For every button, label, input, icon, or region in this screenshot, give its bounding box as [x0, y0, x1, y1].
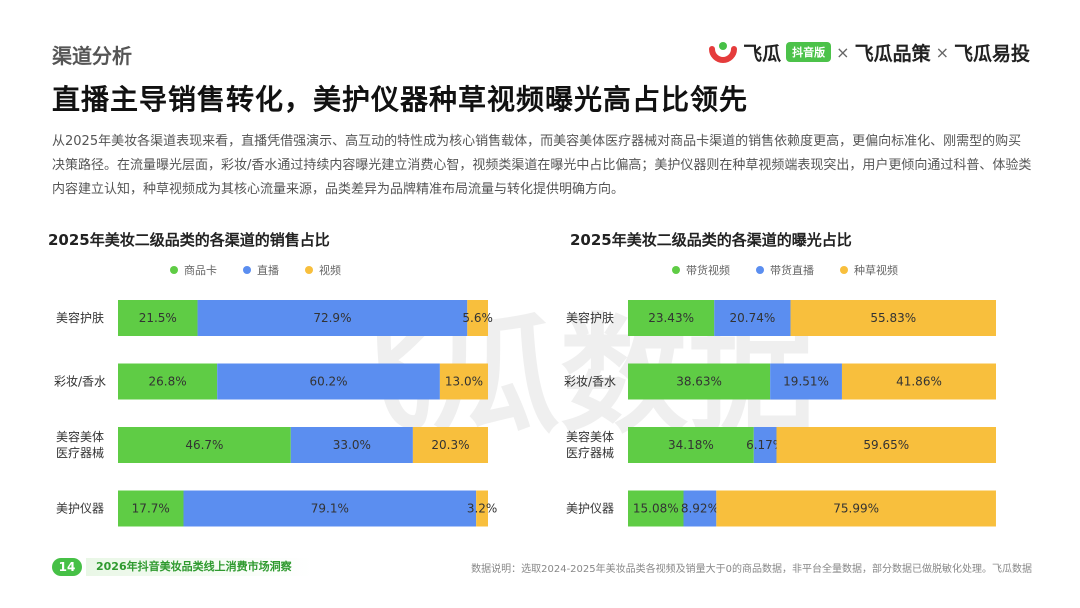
data-label: 46.7% [185, 438, 223, 452]
bar-segment [753, 427, 777, 463]
bar-segment [476, 490, 488, 527]
brand-name-pince: 飞瓜品策 [854, 42, 931, 65]
data-label: 21.5% [139, 311, 177, 325]
brand-name-feigua: 飞瓜 [743, 42, 782, 65]
data-source-note: 数据说明：选取2024-2025年美妆品类各视频及销量大于0的商品数据，非平台全… [471, 564, 1032, 575]
bar-segment [197, 300, 468, 336]
bar-segment [290, 427, 413, 463]
data-label: 60.2% [309, 375, 347, 389]
category-label: 美护仪器 [566, 502, 614, 516]
bar-segment [183, 490, 477, 527]
data-label: 3.2% [467, 502, 498, 516]
data-label: 15.08% [633, 502, 679, 516]
data-label: 26.8% [149, 375, 187, 389]
category-label: 美护仪器 [56, 502, 104, 516]
legend-item: 带货直播 [756, 262, 814, 278]
bar-segment [628, 490, 684, 527]
data-label: 75.99% [833, 502, 879, 516]
data-label: 72.9% [313, 311, 351, 325]
data-label: 19.51% [783, 375, 829, 389]
brand-logos: 飞瓜 抖音版 × 飞瓜品策 × 飞瓜易投 [708, 38, 1030, 66]
data-label: 34.18% [668, 438, 714, 452]
category-label: 美容护肤 [566, 310, 614, 325]
bar-segment [412, 427, 488, 463]
brand-badge: 抖音版 [786, 42, 832, 62]
legend-swatch [305, 266, 313, 274]
bar-segment [628, 427, 754, 463]
data-label: 5.6% [462, 311, 493, 325]
legend-label: 商品卡 [184, 264, 217, 277]
data-label: 23.43% [648, 311, 694, 325]
bar-segment [716, 490, 996, 527]
brand-name-yitou: 飞瓜易投 [953, 42, 1030, 65]
legend-sales: 商品卡 直播 视频 [170, 262, 341, 278]
legend-item: 视频 [305, 262, 341, 278]
data-label: 41.86% [896, 375, 942, 389]
legend-item: 带货视频 [672, 262, 730, 278]
category-label: 美容美体医疗器械 [566, 429, 614, 460]
category-label: 彩妆/香水 [54, 375, 106, 389]
legend-swatch [672, 266, 680, 274]
bar-segment [776, 427, 996, 463]
bar-segment [683, 490, 717, 527]
legend-label: 带货视频 [686, 264, 730, 277]
legend-swatch [243, 266, 251, 274]
data-label: 13.0% [445, 375, 483, 389]
legend-label: 直播 [257, 264, 279, 277]
data-label: 20.3% [431, 438, 469, 452]
legend-item: 商品卡 [170, 262, 217, 278]
brand-separator: × [935, 42, 949, 62]
bar-segment [439, 363, 488, 400]
bar-segment [790, 300, 996, 336]
page-number: 14 [52, 558, 82, 576]
legend-swatch [170, 266, 178, 274]
bar-segment [217, 363, 440, 400]
legend-swatch [840, 266, 848, 274]
page-headline: 直播主导销售转化，美护仪器种草视频曝光高占比领先 [52, 83, 749, 116]
data-label: 59.65% [863, 438, 909, 452]
bar-segment [841, 363, 996, 400]
legend-exposure: 带货视频 带货直播 种草视频 [672, 262, 898, 278]
brand-separator: × [836, 42, 850, 62]
chart-title-exposure: 2025年美妆二级品类的各渠道的曝光占比 [570, 231, 852, 249]
data-label: 55.83% [870, 311, 916, 325]
bar-segment [118, 300, 198, 336]
bar-segment [118, 427, 291, 463]
report-title: 2026年抖音美妆品类线上消费市场洞察 [86, 558, 312, 576]
legend-swatch [756, 266, 764, 274]
bar-segment [714, 300, 791, 336]
legend-label: 视频 [319, 264, 341, 277]
data-label: 33.0% [333, 438, 371, 452]
bar-segment [467, 300, 488, 336]
bar-segment [118, 490, 184, 527]
chart-title-sales: 2025年美妆二级品类的各渠道的销售占比 [48, 231, 330, 249]
legend-label: 带货直播 [770, 264, 814, 277]
bar-segment [118, 363, 218, 400]
data-label: 6.17% [746, 438, 784, 452]
category-label: 美容护肤 [56, 310, 104, 325]
bar-segment [628, 300, 715, 336]
legend-label: 种草视频 [854, 264, 898, 277]
data-label: 38.63% [676, 375, 722, 389]
category-label: 彩妆/香水 [564, 375, 616, 389]
stacked-bar-chart-sales: 美容护肤 21.5% 72.9% 5.6% 彩妆/香水 26.8% 60.2% 13.0% 美容… [54, 300, 498, 527]
stacked-bar-chart-exposure: 美容护肤 23.43% 20.74% 55.83% 彩妆/香水 38.63% 19.51% 4… [564, 300, 996, 527]
legend-item: 种草视频 [840, 262, 898, 278]
legend-item: 直播 [243, 262, 279, 278]
feigua-logo-icon [709, 42, 738, 63]
section-label: 渠道分析 [52, 44, 132, 68]
summary-paragraph: 从2025年美妆各渠道表现来看，直播凭借强演示、高互动的特性成为核心销售载体，而… [52, 134, 1032, 197]
bar-segment [628, 363, 771, 400]
data-label: 8.92% [681, 502, 719, 516]
bar-segment [770, 363, 842, 400]
category-label: 美容美体医疗器械 [56, 429, 104, 460]
data-label: 79.1% [311, 502, 349, 516]
data-label: 20.74% [730, 311, 776, 325]
data-label: 17.7% [132, 502, 170, 516]
